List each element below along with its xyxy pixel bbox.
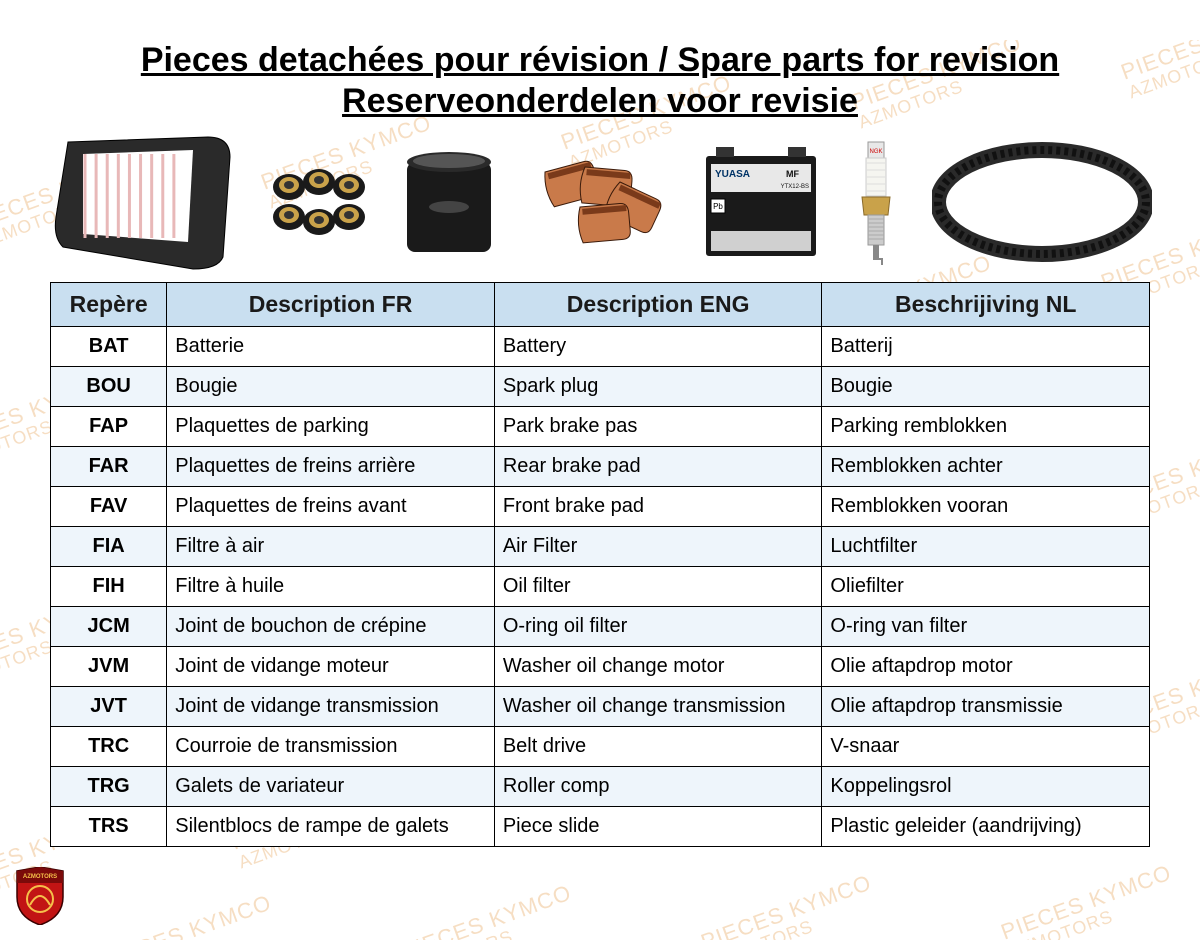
cell-en: Front brake pad — [494, 486, 822, 526]
table-row: JCMJoint de bouchon de crépineO-ring oil… — [51, 606, 1150, 646]
cell-nl: Bougie — [822, 366, 1150, 406]
parts-table: RepèreDescription FRDescription ENGBesch… — [50, 282, 1150, 847]
cell-fr: Courroie de transmission — [167, 726, 495, 766]
cell-en: Oil filter — [494, 566, 822, 606]
table-row: FIHFiltre à huileOil filterOliefilter — [51, 566, 1150, 606]
cell-fr: Batterie — [167, 326, 495, 366]
table-row: JVMJoint de vidange moteurWasher oil cha… — [51, 646, 1150, 686]
cell-fr: Bougie — [167, 366, 495, 406]
svg-text:AZMOTORS: AZMOTORS — [23, 874, 57, 880]
cell-fr: Filtre à air — [167, 526, 495, 566]
cell-ref: FIH — [51, 566, 167, 606]
cell-en: Air Filter — [494, 526, 822, 566]
azmotors-badge: AZMOTORS — [15, 867, 65, 925]
cell-nl: Parking remblokken — [822, 406, 1150, 446]
col-header-0: Repère — [51, 282, 167, 326]
cell-en: Belt drive — [494, 726, 822, 766]
table-row: FAVPlaquettes de freins avantFront brake… — [51, 486, 1150, 526]
page-title: Pieces detachées pour révision / Spare p… — [0, 40, 1200, 122]
table-row: JVTJoint de vidange transmissionWasher o… — [51, 686, 1150, 726]
table-row: BOUBougieSpark plugBougie — [51, 366, 1150, 406]
cell-ref: TRC — [51, 726, 167, 766]
cell-ref: FIA — [51, 526, 167, 566]
cell-ref: BOU — [51, 366, 167, 406]
cell-fr: Plaquettes de parking — [167, 406, 495, 446]
cell-fr: Plaquettes de freins arrière — [167, 446, 495, 486]
cell-fr: Silentblocs de rampe de galets — [167, 806, 495, 846]
cell-en: Battery — [494, 326, 822, 366]
cell-en: Spark plug — [494, 366, 822, 406]
battery-image: YUASA MF YTX12-BS Pb — [701, 144, 821, 259]
product-images-row: YUASA MF YTX12-BS Pb NGK — [40, 132, 1160, 272]
cell-ref: FAV — [51, 486, 167, 526]
air-filter-image — [48, 132, 238, 272]
cell-fr: Plaquettes de freins avant — [167, 486, 495, 526]
cell-en: O-ring oil filter — [494, 606, 822, 646]
belt-image — [932, 142, 1152, 262]
svg-text:NGK: NGK — [870, 149, 883, 155]
cell-en: Park brake pas — [494, 406, 822, 446]
cell-ref: BAT — [51, 326, 167, 366]
cell-nl: Batterij — [822, 326, 1150, 366]
cell-ref: FAP — [51, 406, 167, 446]
spark-plug-image: NGK — [846, 137, 906, 267]
col-header-3: Beschrijiving NL — [822, 282, 1150, 326]
table-row: FAPPlaquettes de parkingPark brake pasPa… — [51, 406, 1150, 446]
title-line-2: Reserveonderdelen voor revisie — [342, 82, 858, 120]
cell-nl: Koppelingsrol — [822, 766, 1150, 806]
cell-en: Rear brake pad — [494, 446, 822, 486]
cell-fr: Galets de variateur — [167, 766, 495, 806]
col-header-2: Description ENG — [494, 282, 822, 326]
cell-nl: Olie aftapdrop motor — [822, 646, 1150, 686]
table-row: TRCCourroie de transmissionBelt driveV-s… — [51, 726, 1150, 766]
cell-en: Roller comp — [494, 766, 822, 806]
cell-nl: Olie aftapdrop transmissie — [822, 686, 1150, 726]
cell-nl: Luchtfilter — [822, 526, 1150, 566]
oil-filter-image — [399, 147, 499, 257]
cell-en: Washer oil change transmission — [494, 686, 822, 726]
col-header-1: Description FR — [167, 282, 495, 326]
cell-fr: Filtre à huile — [167, 566, 495, 606]
table-row: TRGGalets de variateurRoller compKoppeli… — [51, 766, 1150, 806]
cell-nl: V-snaar — [822, 726, 1150, 766]
cell-nl: Oliefilter — [822, 566, 1150, 606]
rollers-image — [264, 162, 374, 242]
cell-nl: Remblokken vooran — [822, 486, 1150, 526]
cell-ref: FAR — [51, 446, 167, 486]
cell-nl: O-ring van filter — [822, 606, 1150, 646]
svg-text:MF: MF — [786, 169, 799, 179]
table-row: FARPlaquettes de freins arrièreRear brak… — [51, 446, 1150, 486]
table-row: FIAFiltre à airAir FilterLuchtfilter — [51, 526, 1150, 566]
title-line-1: Pieces detachées pour révision / Spare p… — [141, 41, 1059, 79]
table-row: BATBatterieBatteryBatterij — [51, 326, 1150, 366]
svg-text:YTX12-BS: YTX12-BS — [780, 184, 808, 190]
cell-en: Washer oil change motor — [494, 646, 822, 686]
cell-nl: Remblokken achter — [822, 446, 1150, 486]
svg-text:YUASA: YUASA — [715, 169, 750, 180]
cell-ref: JCM — [51, 606, 167, 646]
cell-ref: JVT — [51, 686, 167, 726]
brake-pads-image — [525, 152, 675, 252]
cell-ref: TRG — [51, 766, 167, 806]
cell-fr: Joint de vidange moteur — [167, 646, 495, 686]
cell-fr: Joint de vidange transmission — [167, 686, 495, 726]
svg-text:Pb: Pb — [713, 202, 723, 211]
table-row: TRSSilentblocs de rampe de galetsPiece s… — [51, 806, 1150, 846]
cell-ref: JVM — [51, 646, 167, 686]
cell-en: Piece slide — [494, 806, 822, 846]
cell-fr: Joint de bouchon de crépine — [167, 606, 495, 646]
cell-ref: TRS — [51, 806, 167, 846]
cell-nl: Plastic geleider (aandrijving) — [822, 806, 1150, 846]
